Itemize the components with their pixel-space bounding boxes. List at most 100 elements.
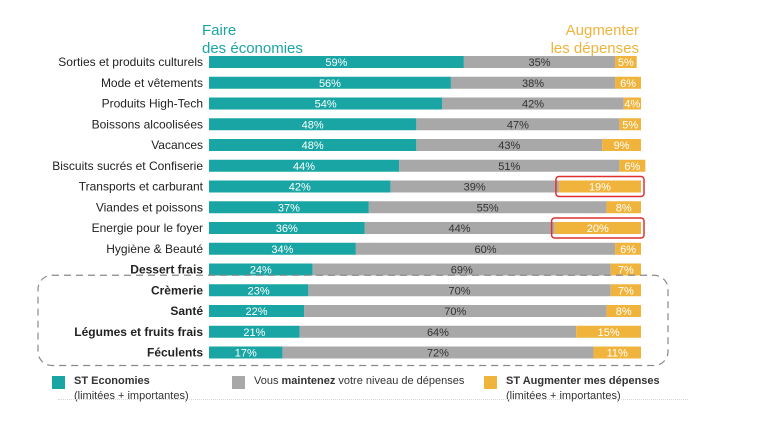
value-label-augment-biscuits-sucres-et-confiserie: 6% <box>624 161 640 173</box>
value-label-augment-sorties-et-produits-culturels: 5% <box>618 57 634 69</box>
value-label-maintain-legumes-et-fruits-frais: 64% <box>427 327 449 339</box>
category-label-viandes-et-poissons: Viandes et poissons <box>96 200 203 214</box>
bar-maintain-dessert-frais <box>312 263 611 276</box>
value-label-augment-viandes-et-poissons: 8% <box>616 202 632 214</box>
bar-economies-transports-et-carburant <box>209 180 391 193</box>
header-save-money: Faire des économies <box>202 22 303 58</box>
bar-economies-cremerie <box>209 284 309 297</box>
bar-maintain-feculents <box>282 346 594 359</box>
bar-augment-feculents <box>593 346 641 359</box>
bar-maintain-hygiene-beaute <box>355 242 616 255</box>
bar-maintain-biscuits-sucres-et-confiserie <box>399 159 620 172</box>
bar-maintain-sorties-et-produits-culturels <box>463 56 616 68</box>
value-label-economies-produits-high-tech: 54% <box>315 99 337 111</box>
bar-economies-dessert-frais <box>209 263 313 276</box>
category-label-hygiene-beaute: Hygiène & Beauté <box>106 242 203 256</box>
bar-economies-mode-et-vetements <box>209 76 451 89</box>
highlight-box-energie-pour-le-foyer <box>550 217 645 239</box>
category-label-dessert-frais: Dessert frais <box>130 263 203 277</box>
value-label-maintain-energie-pour-le-foyer: 44% <box>449 223 471 235</box>
value-label-augment-cremerie: 7% <box>618 285 634 297</box>
bar-augment-vacances <box>602 139 641 151</box>
bar-augment-legumes-et-fruits-frais <box>576 325 641 338</box>
value-label-economies-dessert-frais: 24% <box>250 265 272 277</box>
legend-maintain-pre: Vous <box>254 375 282 387</box>
value-label-augment-transports-et-carburant: 19% <box>589 182 611 194</box>
bar-economies-sante <box>209 305 305 317</box>
legend-economies-label: ST Economies <box>74 375 150 387</box>
bar-maintain-boissons-alcoolisees <box>416 118 620 131</box>
value-label-augment-dessert-frais: 7% <box>618 265 634 277</box>
bar-augment-mode-et-vetements <box>615 76 641 89</box>
value-label-augment-mode-et-vetements: 6% <box>620 78 636 90</box>
bar-augment-sorties-et-produits-culturels <box>615 56 637 68</box>
category-label-vacances: Vacances <box>151 138 203 152</box>
value-label-maintain-feculents: 72% <box>427 348 449 360</box>
value-label-economies-energie-pour-le-foyer: 36% <box>276 223 298 235</box>
bar-augment-cremerie <box>610 284 641 297</box>
legend-augment-swatch <box>484 376 497 389</box>
category-label-sante: Santé <box>170 304 203 318</box>
value-label-economies-sante: 22% <box>246 306 268 318</box>
value-label-augment-hygiene-beaute: 6% <box>620 244 636 256</box>
bar-economies-produits-high-tech <box>209 97 443 110</box>
value-label-maintain-cremerie: 70% <box>449 285 471 297</box>
legend-maintain-swatch <box>232 376 245 389</box>
bar-economies-legumes-et-fruits-frais <box>209 325 300 338</box>
value-label-economies-cremerie: 23% <box>248 285 270 297</box>
value-label-maintain-biscuits-sucres-et-confiserie: 51% <box>498 161 520 173</box>
header-increase-spending-line2: les dépenses <box>550 40 639 57</box>
category-label-cremerie: Crèmerie <box>151 283 203 297</box>
value-label-maintain-hygiene-beaute: 60% <box>474 244 496 256</box>
value-label-economies-sorties-et-produits-culturels: 59% <box>325 57 347 69</box>
highlight-box-transports-et-carburant <box>555 175 645 198</box>
legend-maintain-post: votre niveau de dépenses <box>335 375 465 387</box>
value-label-augment-produits-high-tech: 4% <box>624 99 640 111</box>
bar-augment-viandes-et-poissons <box>606 201 641 214</box>
value-label-maintain-transports-et-carburant: 39% <box>464 182 486 194</box>
legend-augment-sub: (limitées + importantes) <box>506 390 621 402</box>
bar-maintain-energie-pour-le-foyer <box>364 222 555 234</box>
header-save-money-line1: Faire <box>202 22 237 39</box>
bar-economies-biscuits-sucres-et-confiserie <box>209 159 400 172</box>
bar-economies-vacances <box>209 139 417 151</box>
value-label-maintain-vacances: 43% <box>498 140 520 152</box>
value-label-economies-hygiene-beaute: 34% <box>271 244 293 256</box>
bar-maintain-cremerie <box>308 284 611 297</box>
bar-economies-feculents <box>209 346 283 359</box>
bar-economies-sorties-et-produits-culturels <box>209 56 464 68</box>
value-label-economies-transports-et-carburant: 42% <box>289 182 311 194</box>
category-label-produits-high-tech: Produits High-Tech <box>102 97 203 111</box>
bar-economies-energie-pour-le-foyer <box>209 222 365 234</box>
bar-economies-boissons-alcoolisees <box>209 118 417 131</box>
bar-maintain-sante <box>304 305 607 317</box>
header-increase-spending: Augmenter les dépenses <box>551 22 639 58</box>
category-label-transports-et-carburant: Transports et carburant <box>79 180 204 194</box>
value-label-augment-energie-pour-le-foyer: 20% <box>587 223 609 235</box>
bar-augment-boissons-alcoolisees <box>619 118 641 131</box>
value-label-economies-biscuits-sucres-et-confiserie: 44% <box>293 161 315 173</box>
category-label-mode-et-vetements: Mode et vêtements <box>101 76 203 90</box>
value-label-economies-vacances: 48% <box>302 140 324 152</box>
value-label-maintain-sante: 70% <box>444 306 466 318</box>
bar-augment-sante <box>606 305 641 317</box>
group-dashed-border <box>37 274 669 367</box>
bar-maintain-vacances <box>416 139 603 151</box>
category-label-energie-pour-le-foyer: Energie pour le foyer <box>92 221 203 235</box>
bar-augment-transports-et-carburant <box>558 180 641 193</box>
value-label-economies-viandes-et-poissons: 37% <box>278 202 300 214</box>
value-label-economies-legumes-et-fruits-frais: 21% <box>243 327 265 339</box>
value-label-augment-boissons-alcoolisees: 5% <box>622 119 638 131</box>
header-increase-spending-line1: Augmenter <box>565 22 639 39</box>
bar-augment-produits-high-tech <box>623 97 641 110</box>
bar-economies-viandes-et-poissons <box>209 201 369 214</box>
bar-augment-biscuits-sucres-et-confiserie <box>619 159 646 172</box>
legend-maintain-bold: maintenez <box>281 375 336 387</box>
category-label-sorties-et-produits-culturels: Sorties et produits culturels <box>58 55 203 69</box>
value-label-economies-feculents: 17% <box>235 348 257 360</box>
category-label-boissons-alcoolisees: Boissons alcoolisées <box>92 117 203 131</box>
footer-dotted-line <box>58 399 688 400</box>
category-label-biscuits-sucres-et-confiserie: Biscuits sucrés et Confiserie <box>52 159 203 173</box>
category-label-legumes-et-fruits-frais: Légumes et fruits frais <box>74 325 203 339</box>
